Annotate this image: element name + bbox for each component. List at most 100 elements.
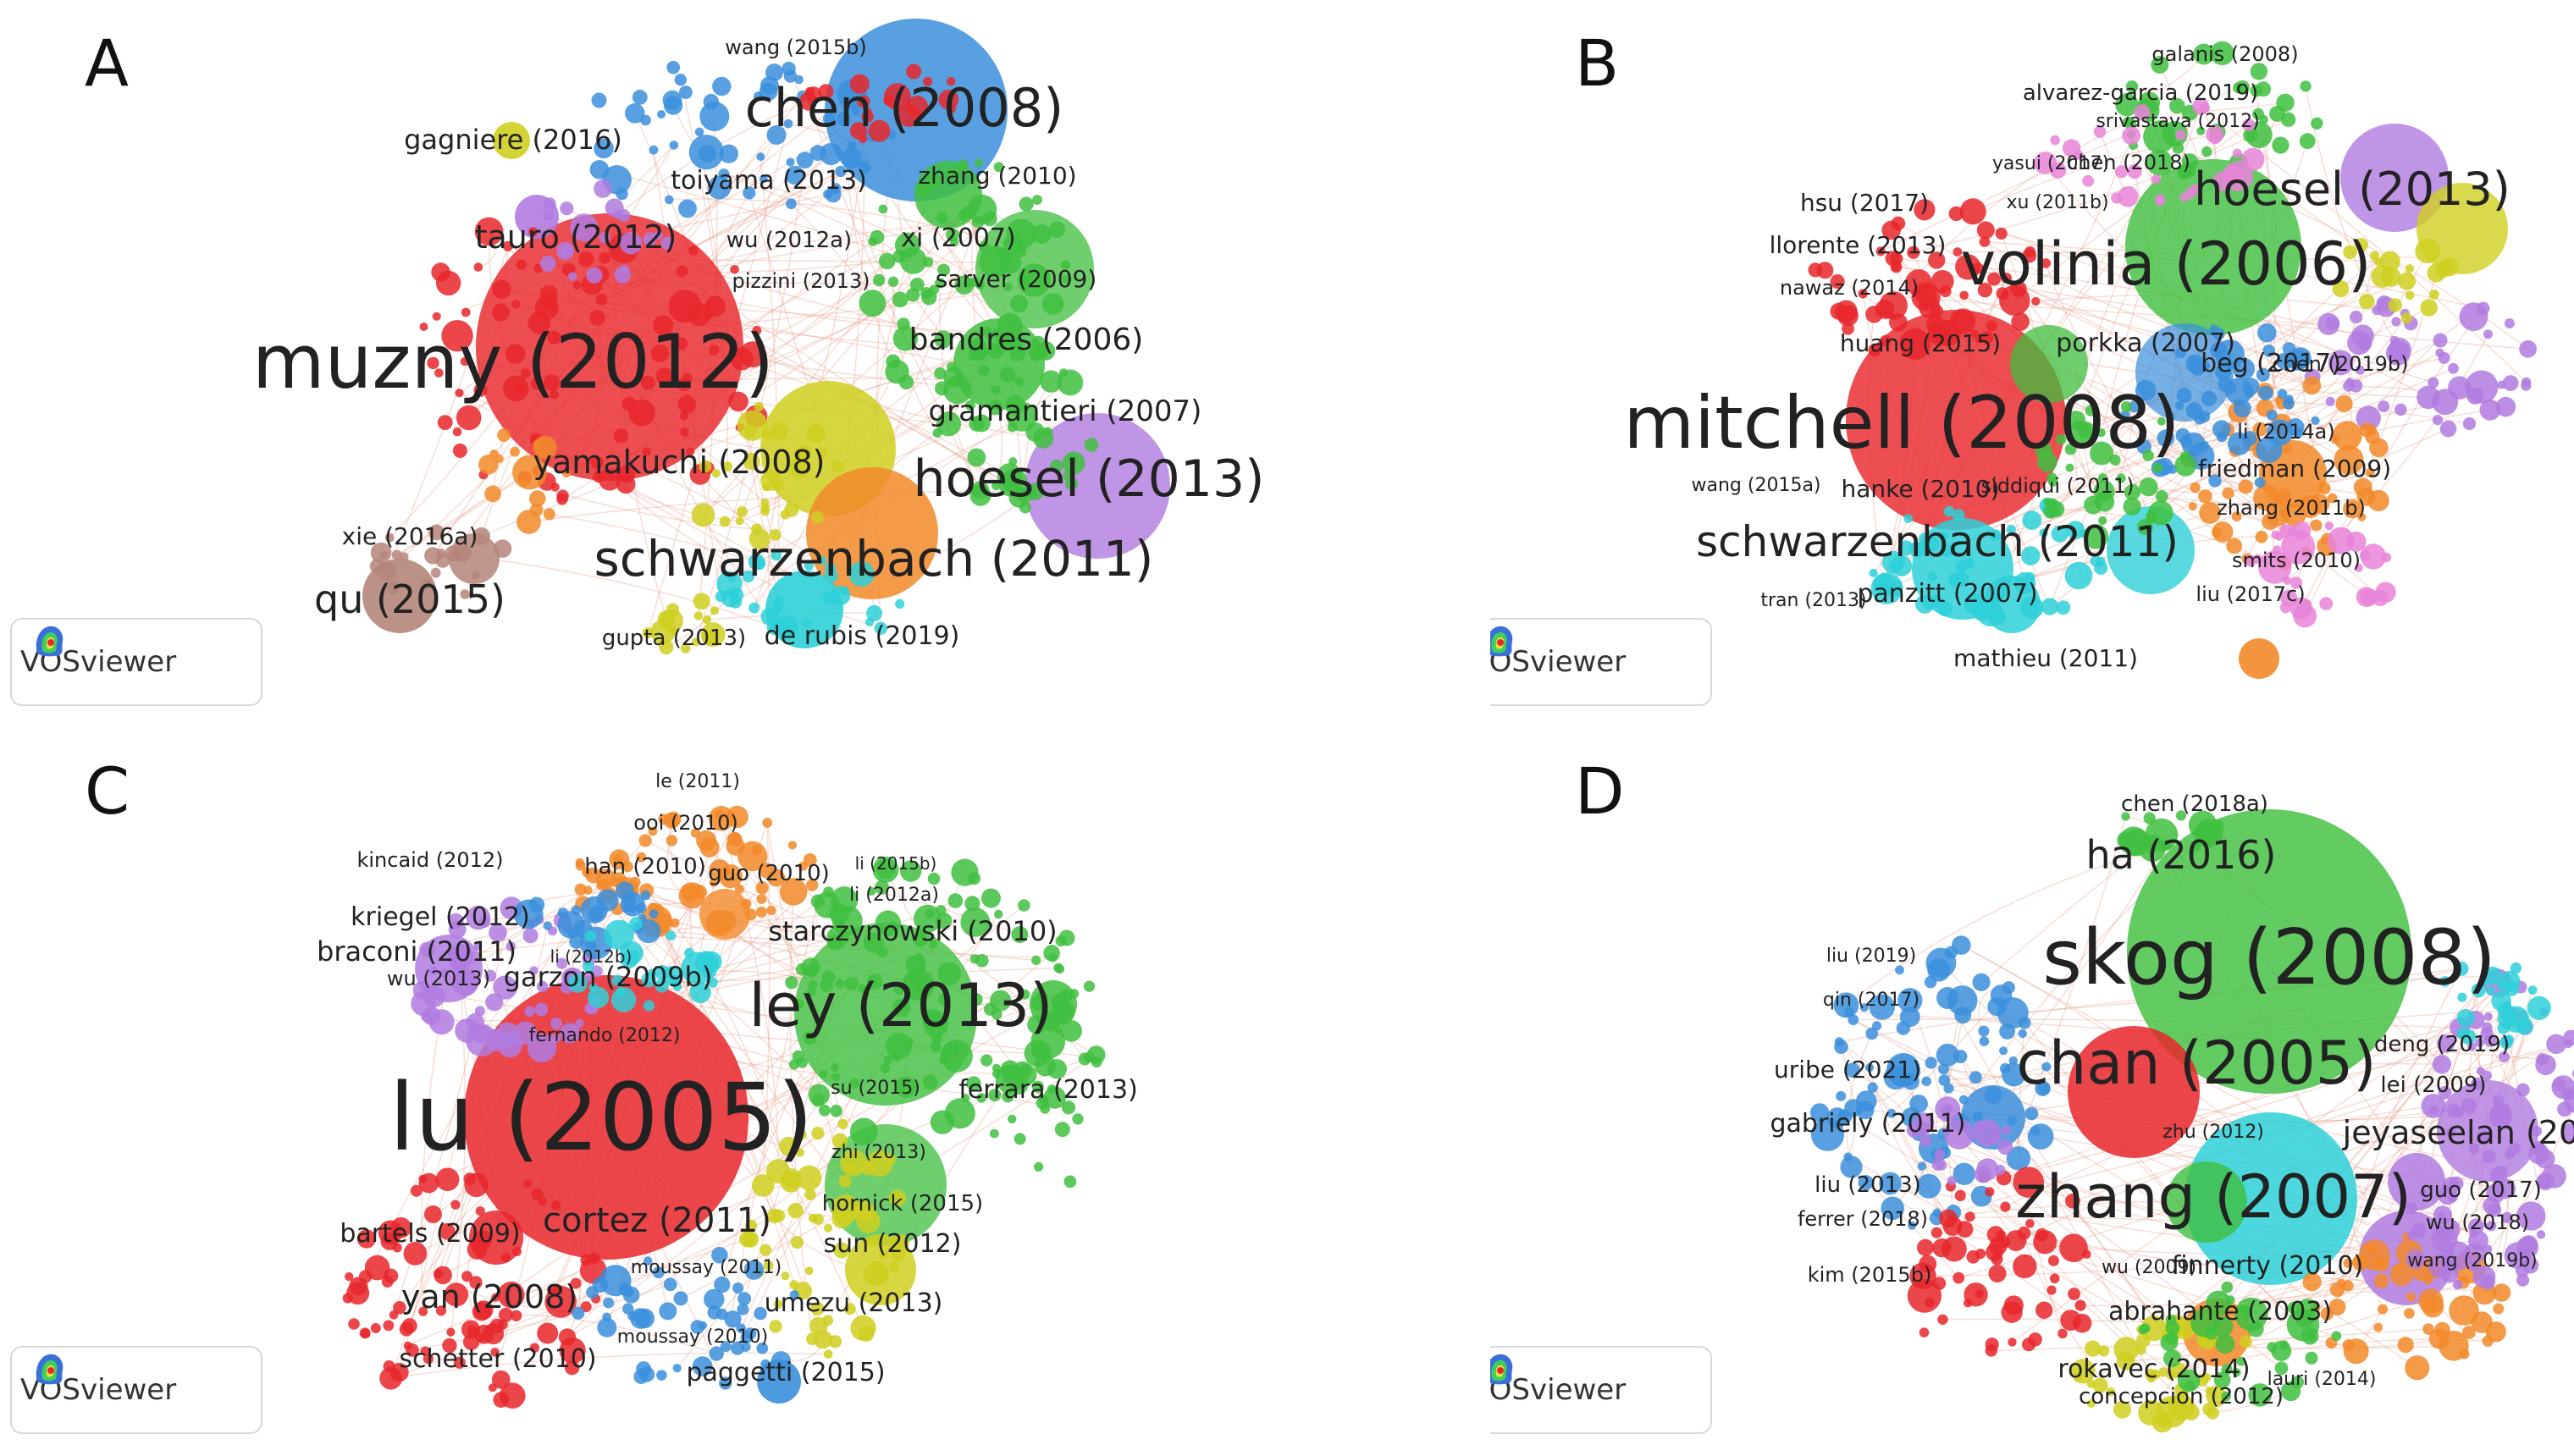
node-green [830,1105,842,1117]
node-red [642,447,651,456]
node-purple [539,256,556,272]
node-pink [2381,552,2392,563]
node-label: siddiqui (2011) [1980,474,2135,498]
node-green [2235,80,2250,95]
node-green [1014,1133,1026,1145]
node-cyan [655,965,671,980]
node-red [688,245,699,256]
node-yellow [861,1161,875,1176]
node-blue [2254,477,2266,488]
node-label: sarver (2009) [935,265,1097,293]
node-green [993,162,1004,173]
node-purple [2479,399,2501,421]
edge [2013,124,2250,301]
node-orange [2327,493,2338,504]
edge [528,490,1036,523]
node-red [590,455,604,470]
node-red [682,372,693,384]
node-green [2190,842,2201,852]
node-cyan [840,586,849,596]
node-yellow [666,603,680,616]
cluster-node-cyan [2107,506,2195,594]
node-red [676,265,688,278]
node-red [680,427,689,437]
node-orange [737,841,768,872]
node-blue [1908,1221,1917,1230]
node-yellow [2354,238,2369,252]
node-cyan [611,974,624,987]
node-green [2175,810,2186,821]
node-red [2049,1273,2060,1284]
node-yellow [680,643,691,654]
node-label: sun (2012) [823,1229,962,1259]
node-green [885,1032,912,1059]
node-green [1063,1175,1077,1189]
node-green [892,326,919,351]
node-pink [2179,192,2189,202]
node-red [2035,1301,2053,1319]
node-yellow [843,1303,856,1315]
node-pink [2122,126,2140,146]
node-blue [692,1356,713,1376]
node-green [1032,195,1042,206]
node-orange [2238,479,2253,494]
node-purple [2515,1264,2529,1277]
node-blue [2282,397,2295,410]
node-blue [586,1286,599,1299]
network-graph [1808,41,2537,679]
node-purple [2482,1150,2496,1164]
node-blue [638,1366,655,1382]
node-cyan [588,986,610,1008]
node-red [403,1242,428,1266]
edge [1896,257,2363,337]
node-green [2123,497,2141,516]
node-purple [2480,1027,2494,1040]
node-red [1939,1209,1958,1228]
node-label: li (2014a) [2237,420,2335,444]
node-blue [771,1351,792,1371]
node-green [878,252,896,270]
node-orange [714,809,726,820]
node-purple [570,213,599,242]
node-purple [474,1006,486,1017]
node-label: cortez (2011) [543,1201,771,1240]
panel-letter: A [85,25,129,101]
node-orange [2332,421,2362,451]
node-blue [851,106,861,116]
node-purple [586,267,603,284]
node-label: mitchell (2008) [1623,381,2180,466]
edge [2005,1015,2512,1208]
node-purple [2376,295,2393,312]
node-purple [2421,1094,2446,1118]
node-label: mathieu (2011) [1953,644,2138,672]
node-red [2000,1201,2011,1212]
node-green [2109,454,2121,466]
node-orange [520,478,529,488]
node-label: zhang (2011b) [2217,496,2366,520]
node-green [849,1117,878,1146]
node-blue [2209,324,2218,334]
node-purple [448,913,464,929]
node-red [613,428,629,444]
node-orange [2310,519,2323,532]
node-label: wu (2013) [386,967,491,990]
node-cyan [864,617,875,626]
node-green [2124,483,2140,501]
node-green [947,893,964,908]
vosviewer-badge: VOSviewer [1490,1346,1712,1434]
node-red [1865,306,1883,323]
node-orange [2222,487,2234,499]
node-yellow [2369,251,2379,261]
node-yellow [889,1189,906,1207]
node-green [2331,1331,2342,1342]
node-red [1979,236,1991,247]
node-blue [841,147,862,168]
node-label: toiyama (2013) [671,166,867,196]
node-green [923,1074,938,1090]
node-green [1062,274,1072,284]
node-blue [1834,1040,1848,1054]
node-blue [649,145,659,155]
node-cyan [670,974,680,984]
node-yellow [770,422,789,441]
node-orange [2343,499,2362,519]
